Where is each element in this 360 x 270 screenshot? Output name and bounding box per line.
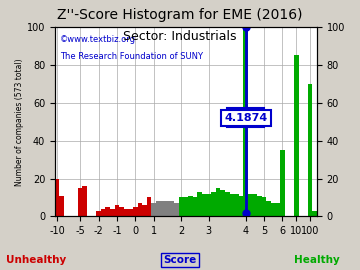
Bar (96, 211, 101, 216)
Text: The Research Foundation of SUNY: The Research Foundation of SUNY (60, 52, 203, 61)
Bar (202, 194, 207, 216)
Bar (142, 205, 147, 216)
Bar (119, 207, 124, 216)
Bar (138, 203, 142, 216)
Bar (193, 197, 197, 216)
Bar (220, 190, 225, 216)
Bar (165, 201, 170, 216)
Bar (82, 186, 87, 216)
Bar (59, 195, 64, 216)
Bar (257, 195, 262, 216)
Text: Z''-Score Histogram for EME (2016): Z''-Score Histogram for EME (2016) (57, 8, 303, 22)
Bar (248, 194, 253, 216)
Bar (243, 27, 248, 216)
Bar (129, 209, 133, 216)
Bar (133, 207, 138, 216)
Bar (271, 203, 275, 216)
Bar (184, 197, 188, 216)
Bar (312, 211, 317, 216)
Bar (174, 203, 179, 216)
Bar (124, 209, 129, 216)
Text: 4.1874: 4.1874 (224, 113, 267, 123)
Text: Unhealthy: Unhealthy (6, 255, 66, 265)
Bar (275, 203, 280, 216)
Y-axis label: Number of companies (573 total): Number of companies (573 total) (15, 58, 24, 185)
Bar (78, 188, 82, 216)
Bar (161, 201, 165, 216)
Text: Sector: Industrials: Sector: Industrials (123, 30, 237, 43)
Bar (156, 201, 161, 216)
Bar (280, 150, 285, 216)
Bar (239, 195, 243, 216)
Bar (234, 194, 239, 216)
Bar (55, 178, 59, 216)
Bar (188, 195, 193, 216)
Bar (294, 56, 298, 216)
Bar (225, 192, 230, 216)
Bar (110, 209, 114, 216)
Bar (253, 194, 257, 216)
Bar (179, 197, 184, 216)
Bar (207, 194, 211, 216)
Text: ©www.textbiz.org: ©www.textbiz.org (60, 35, 136, 44)
Text: Score: Score (163, 255, 197, 265)
Bar (105, 207, 110, 216)
Bar (152, 203, 156, 216)
Bar (262, 197, 266, 216)
Bar (101, 209, 105, 216)
Bar (170, 201, 174, 216)
Bar (230, 194, 234, 216)
Text: Healthy: Healthy (294, 255, 340, 265)
Bar (216, 188, 220, 216)
Bar (197, 192, 202, 216)
Bar (147, 197, 152, 216)
Bar (114, 205, 119, 216)
Bar (211, 192, 216, 216)
Bar (266, 201, 271, 216)
Bar (308, 84, 312, 216)
